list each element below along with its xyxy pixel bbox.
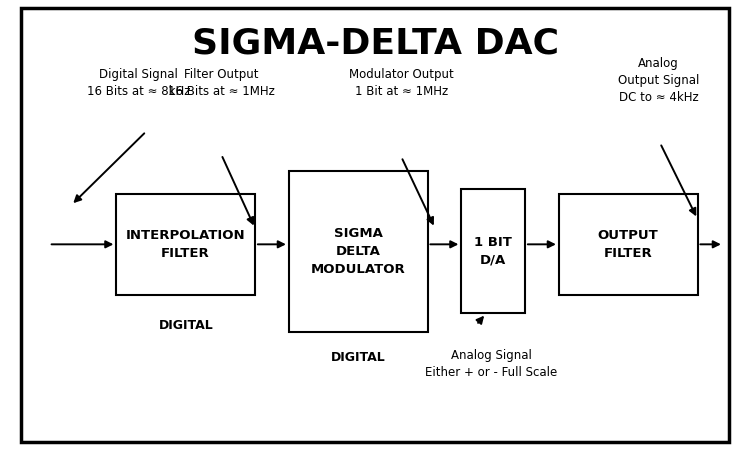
- Text: Digital Signal
16 Bits at ≈ 8kHz: Digital Signal 16 Bits at ≈ 8kHz: [87, 68, 190, 98]
- Bar: [461, 189, 525, 313]
- Text: SIGMA
DELTA
MODULATOR: SIGMA DELTA MODULATOR: [310, 227, 406, 276]
- Text: OUTPUT
FILTER: OUTPUT FILTER: [598, 229, 658, 260]
- Text: Modulator Output
1 Bit at ≈ 1MHz: Modulator Output 1 Bit at ≈ 1MHz: [349, 68, 454, 98]
- Text: Analog Signal
Either + or - Full Scale: Analog Signal Either + or - Full Scale: [425, 349, 557, 379]
- Bar: [289, 171, 427, 332]
- Text: Filter Output
16 Bits at ≈ 1MHz: Filter Output 16 Bits at ≈ 1MHz: [168, 68, 274, 98]
- Text: DIGITAL: DIGITAL: [159, 319, 213, 331]
- Text: 1 BIT
D/A: 1 BIT D/A: [474, 236, 512, 267]
- Text: INTERPOLATION
FILTER: INTERPOLATION FILTER: [126, 229, 245, 260]
- Bar: [116, 194, 255, 295]
- Bar: [559, 194, 698, 295]
- Text: DIGITAL: DIGITAL: [332, 351, 386, 364]
- Text: SIGMA-DELTA DAC: SIGMA-DELTA DAC: [191, 27, 559, 61]
- Text: Analog
Output Signal
DC to ≈ 4kHz: Analog Output Signal DC to ≈ 4kHz: [618, 57, 699, 104]
